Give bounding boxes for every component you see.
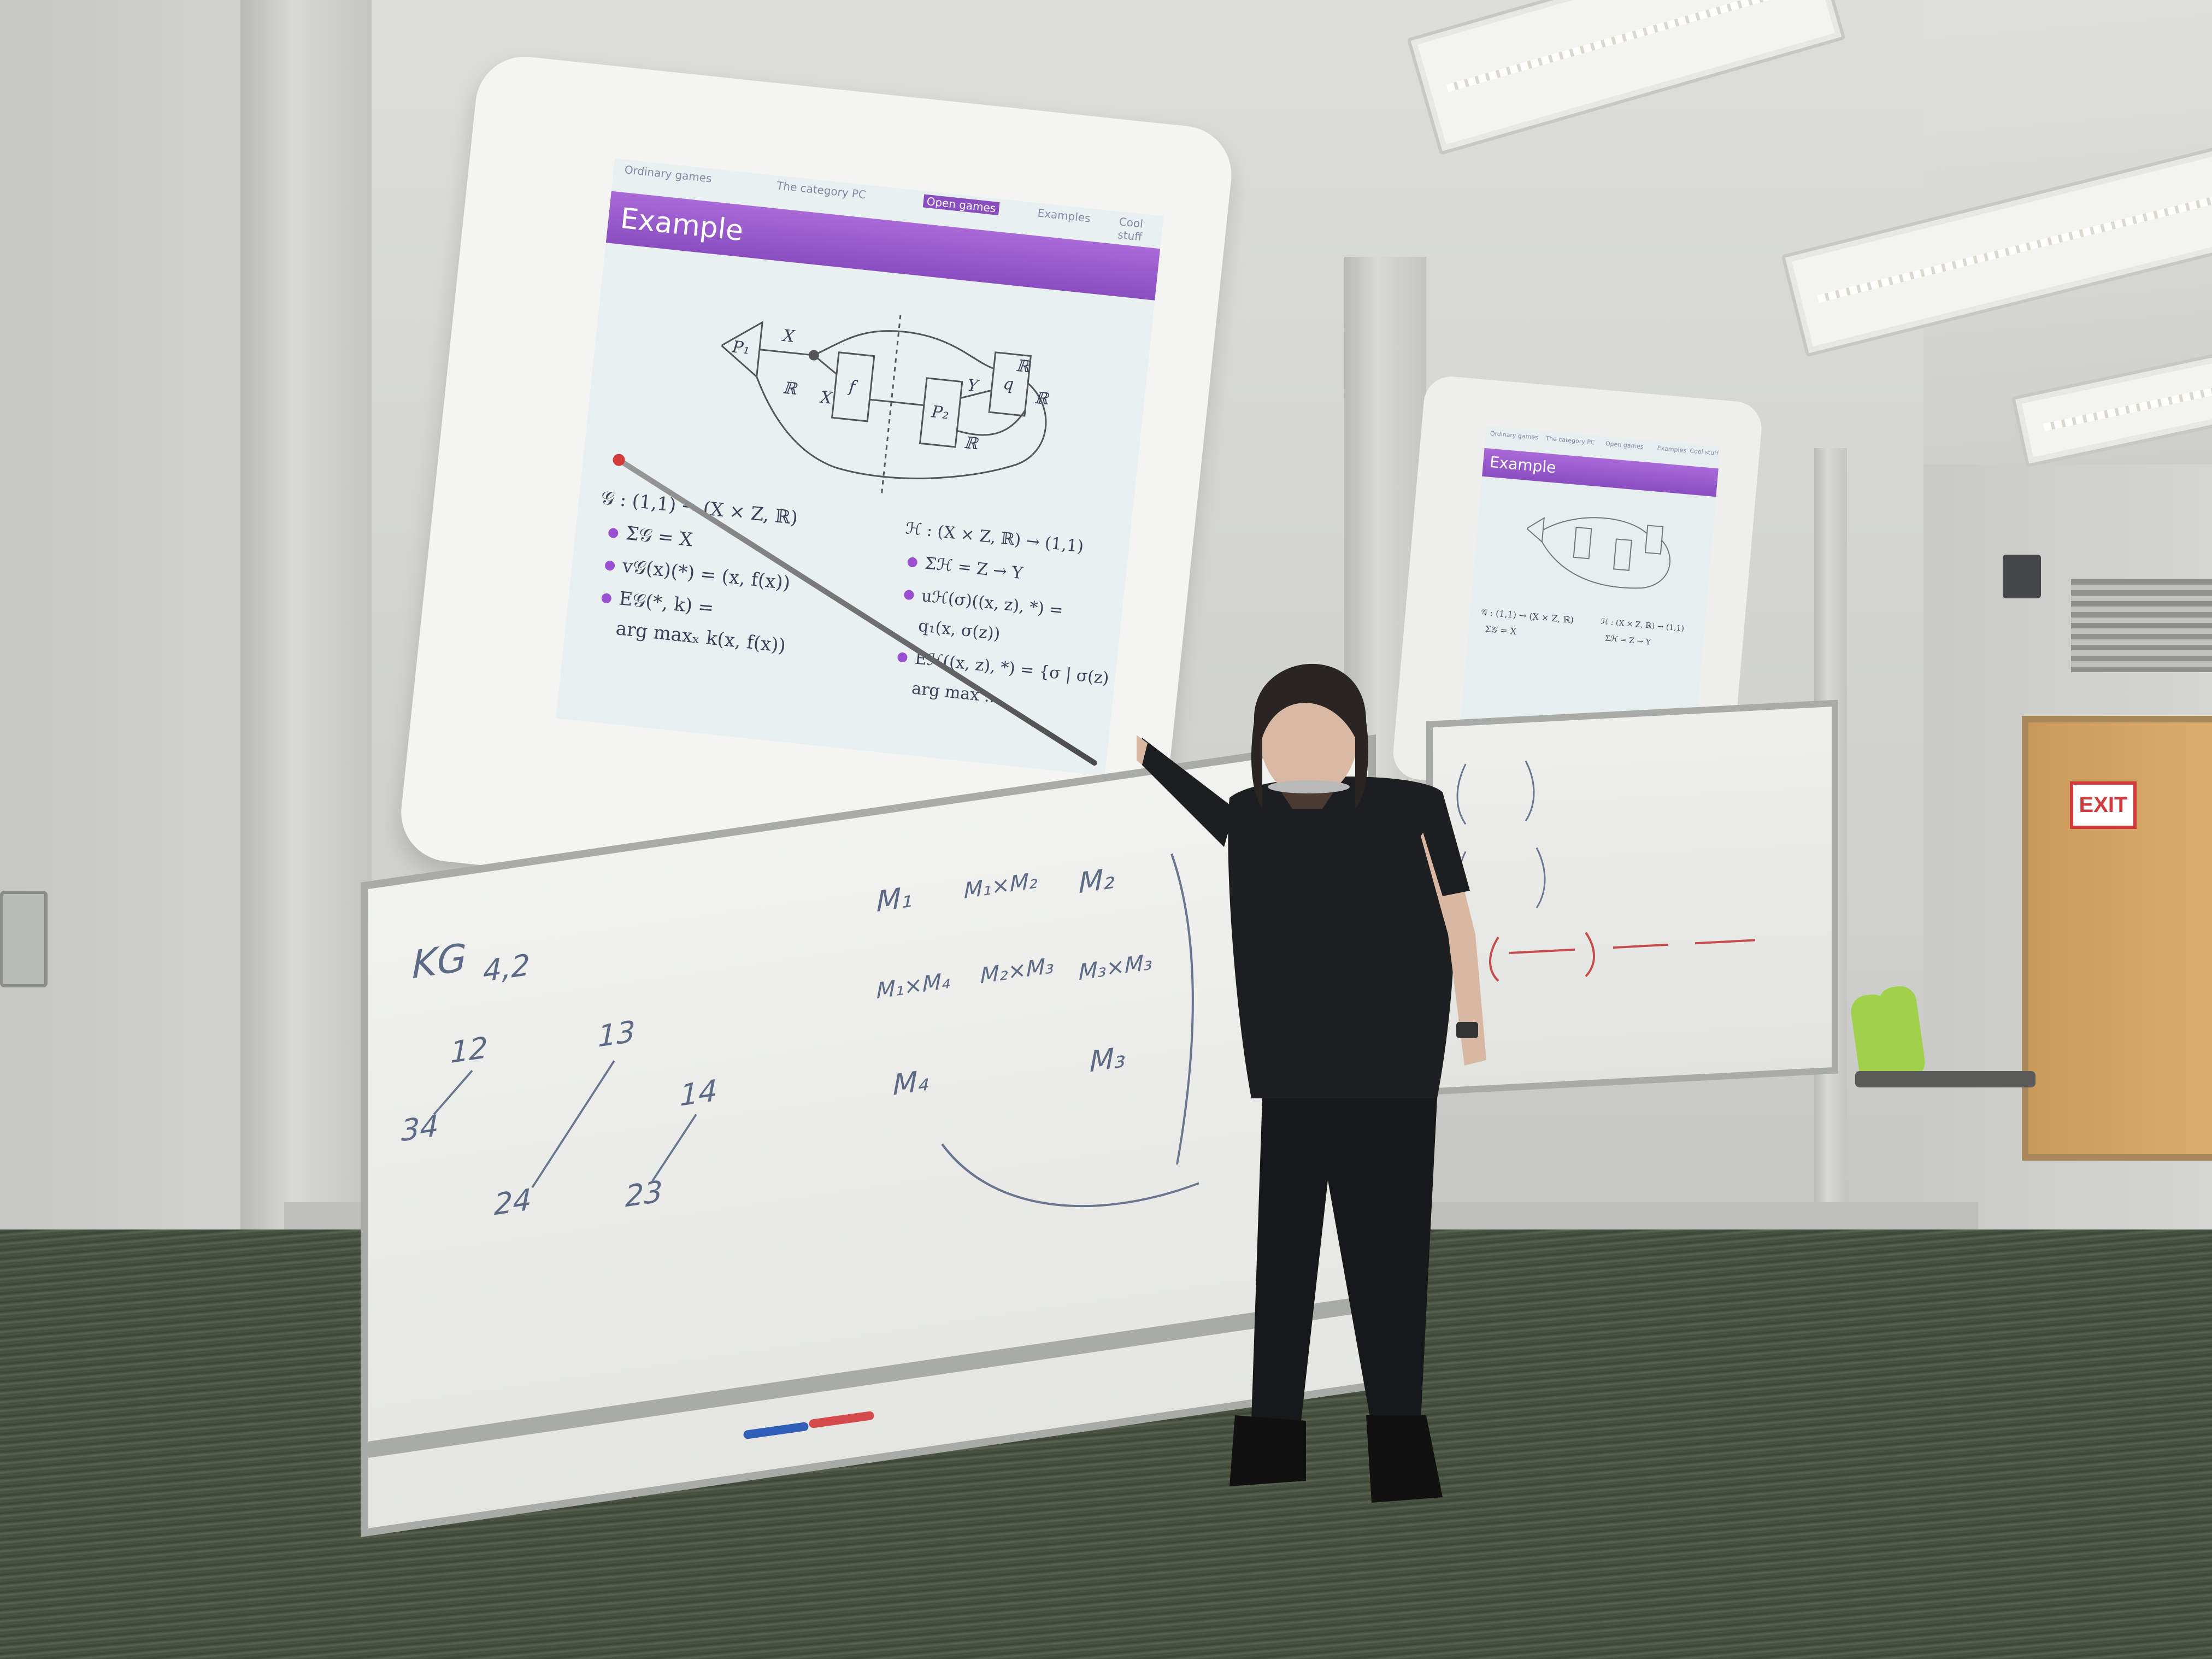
- math-line: q₁(x, σ(z)): [917, 616, 1001, 644]
- wire: [869, 398, 925, 407]
- wire: [813, 330, 995, 370]
- math-line: 𝒢 : (1,1) → (X × Z, ℝ): [1480, 607, 1574, 626]
- nav-section-active: Open games: [922, 194, 1000, 215]
- whiteboard-left: KG 4,2 12 13 34 14 24 23 M₁ M₁×M₂ M₂ M₁×…: [361, 734, 1376, 1537]
- necklace: [1268, 780, 1350, 793]
- label: ℝ: [1015, 356, 1032, 377]
- label: q: [1002, 374, 1015, 395]
- box-q: [988, 351, 1032, 417]
- nav-section: Ordinary games: [1490, 430, 1539, 442]
- nav-section: Examples: [1657, 444, 1687, 455]
- label: f: [847, 377, 859, 397]
- string-diagram: P₁ X X f P₂ Y ℝ q ℝ ℝ ℝ: [720, 315, 1051, 495]
- label: ℝ: [782, 379, 799, 399]
- wire: [813, 354, 837, 375]
- math-bullet: Σ𝒢 = X: [608, 521, 693, 551]
- math-line: Σℋ = Z → Y: [1604, 634, 1651, 647]
- slide-title: Example: [1489, 452, 1557, 477]
- whiteboard-right: [1426, 699, 1838, 1095]
- math-bullet: Σℋ = Z → Y: [907, 552, 1023, 583]
- label: ℝ: [963, 433, 980, 454]
- nav-section: Cool stuff: [1117, 215, 1144, 244]
- slide: Ordinary games The category PC Open game…: [556, 158, 1164, 776]
- box-f: [831, 351, 875, 422]
- black-jeans: [1251, 1098, 1437, 1426]
- label: X: [819, 388, 834, 408]
- exit-sign: EXIT: [2070, 781, 2137, 829]
- dashed-divider: [880, 315, 902, 495]
- math-line: arg maxₓ k(x, f(x)): [615, 617, 787, 657]
- left-boot: [1229, 1415, 1306, 1486]
- red-marker-strokes: [1456, 760, 1755, 982]
- slide-title: Example: [619, 202, 745, 248]
- long-hair: [1251, 663, 1368, 809]
- wire: [759, 349, 814, 356]
- string-diagram-small: [1526, 516, 1670, 589]
- label: P₁: [731, 337, 751, 358]
- wire: [956, 410, 1026, 436]
- wire: [756, 376, 1047, 480]
- air-vent: [2071, 579, 2212, 672]
- extended-arm-sleeve: [1137, 738, 1235, 847]
- second-slide: Ordinary games The category PC Open game…: [1457, 426, 1721, 779]
- speaker: [2003, 555, 2041, 598]
- right-boot: [1366, 1415, 1443, 1503]
- nav-section: The category PC: [1545, 434, 1596, 446]
- math-line: ℋ : (X × Z, ℝ) → (1,1): [1600, 617, 1685, 633]
- beard: [1281, 788, 1333, 809]
- nav-section: Examples: [1037, 206, 1091, 225]
- label: ℝ: [1034, 389, 1051, 409]
- right-sleeve: [1421, 792, 1470, 896]
- extended-arm-hand: [1137, 735, 1148, 765]
- math-bullet: E𝒢(*, k) =: [601, 586, 715, 619]
- box-p2: [919, 377, 963, 448]
- presenter: [1137, 663, 1486, 1503]
- nav-section-active: Open games: [1605, 440, 1644, 451]
- math-bullet: uℋ(σ)((x, z), *) =: [903, 585, 1064, 620]
- wristwatch: [1456, 1022, 1478, 1038]
- black-shirt: [1228, 776, 1455, 1098]
- label: X: [781, 326, 797, 346]
- chair-seat-frame: [1855, 1071, 2035, 1087]
- label: P₂: [930, 402, 950, 423]
- math-bullet: v𝒢(x)(*) = (x, f(x)): [604, 553, 791, 595]
- nav-section: Cool stuff: [1689, 447, 1719, 457]
- presenter-body: [1137, 663, 1486, 1503]
- light-switch: [0, 891, 48, 987]
- math-line: ℋ : (X × Z, ℝ) → (1,1): [904, 519, 1085, 557]
- marker-strokes: [433, 853, 1199, 1208]
- wire: [960, 389, 992, 399]
